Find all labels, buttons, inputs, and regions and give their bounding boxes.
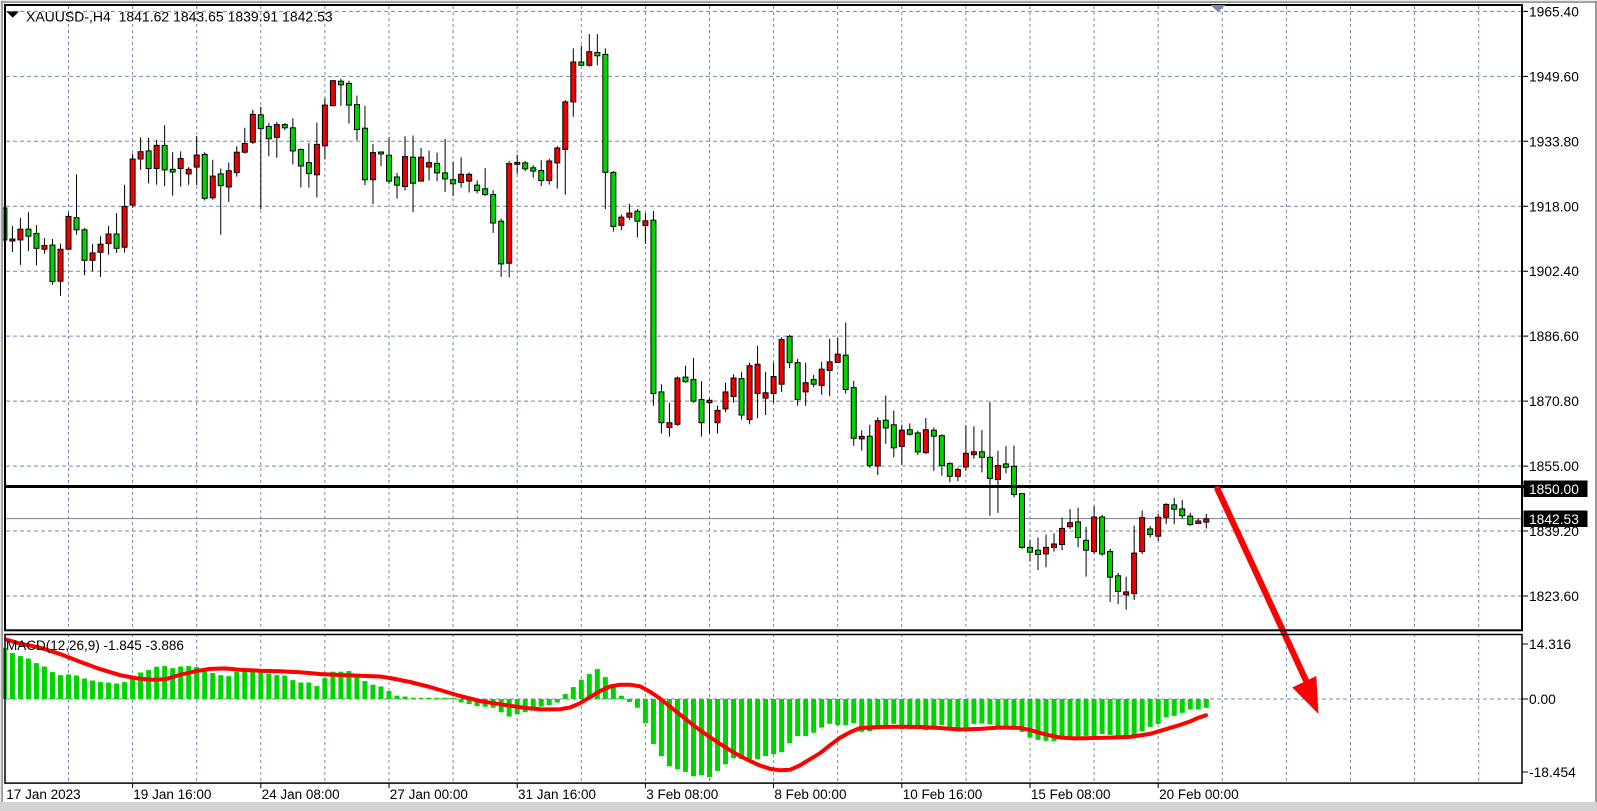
svg-text:1933.80: 1933.80 bbox=[1529, 134, 1579, 149]
svg-text:17 Jan 2023: 17 Jan 2023 bbox=[6, 787, 80, 802]
svg-text:20 Feb 00:00: 20 Feb 00:00 bbox=[1159, 787, 1239, 802]
svg-text:27 Jan 00:00: 27 Jan 00:00 bbox=[390, 787, 468, 802]
svg-text:1839.20: 1839.20 bbox=[1529, 524, 1579, 539]
svg-text:1855.00: 1855.00 bbox=[1529, 459, 1579, 474]
svg-text:1949.60: 1949.60 bbox=[1529, 69, 1579, 84]
svg-text:1842.53: 1842.53 bbox=[1529, 512, 1579, 527]
svg-text:1850.00: 1850.00 bbox=[1529, 482, 1579, 497]
svg-text:14.316: 14.316 bbox=[1529, 637, 1572, 652]
svg-text:24 Jan 08:00: 24 Jan 08:00 bbox=[262, 787, 340, 802]
svg-text:0.00: 0.00 bbox=[1529, 692, 1556, 707]
svg-text:19 Jan 16:00: 19 Jan 16:00 bbox=[133, 787, 211, 802]
svg-text:MACD(12,26,9) -1.845 -3.886: MACD(12,26,9) -1.845 -3.886 bbox=[6, 638, 184, 653]
svg-text:1823.60: 1823.60 bbox=[1529, 589, 1579, 604]
svg-text:3 Feb 08:00: 3 Feb 08:00 bbox=[646, 787, 718, 802]
svg-text:-18.454: -18.454 bbox=[1529, 765, 1576, 780]
svg-text:1965.40: 1965.40 bbox=[1529, 4, 1579, 19]
svg-text:1870.80: 1870.80 bbox=[1529, 394, 1579, 409]
svg-text:XAUUSD-,H4 1841.62 1843.65 18: XAUUSD-,H4 1841.62 1843.65 1839.91 1842.… bbox=[26, 9, 333, 25]
svg-text:8 Feb 00:00: 8 Feb 00:00 bbox=[774, 787, 846, 802]
svg-text:1886.60: 1886.60 bbox=[1529, 329, 1579, 344]
svg-text:1902.40: 1902.40 bbox=[1529, 264, 1579, 279]
svg-text:1918.00: 1918.00 bbox=[1529, 199, 1579, 214]
svg-text:10 Feb 16:00: 10 Feb 16:00 bbox=[903, 787, 983, 802]
svg-text:31 Jan 16:00: 31 Jan 16:00 bbox=[518, 787, 596, 802]
svg-text:15 Feb 08:00: 15 Feb 08:00 bbox=[1031, 787, 1111, 802]
